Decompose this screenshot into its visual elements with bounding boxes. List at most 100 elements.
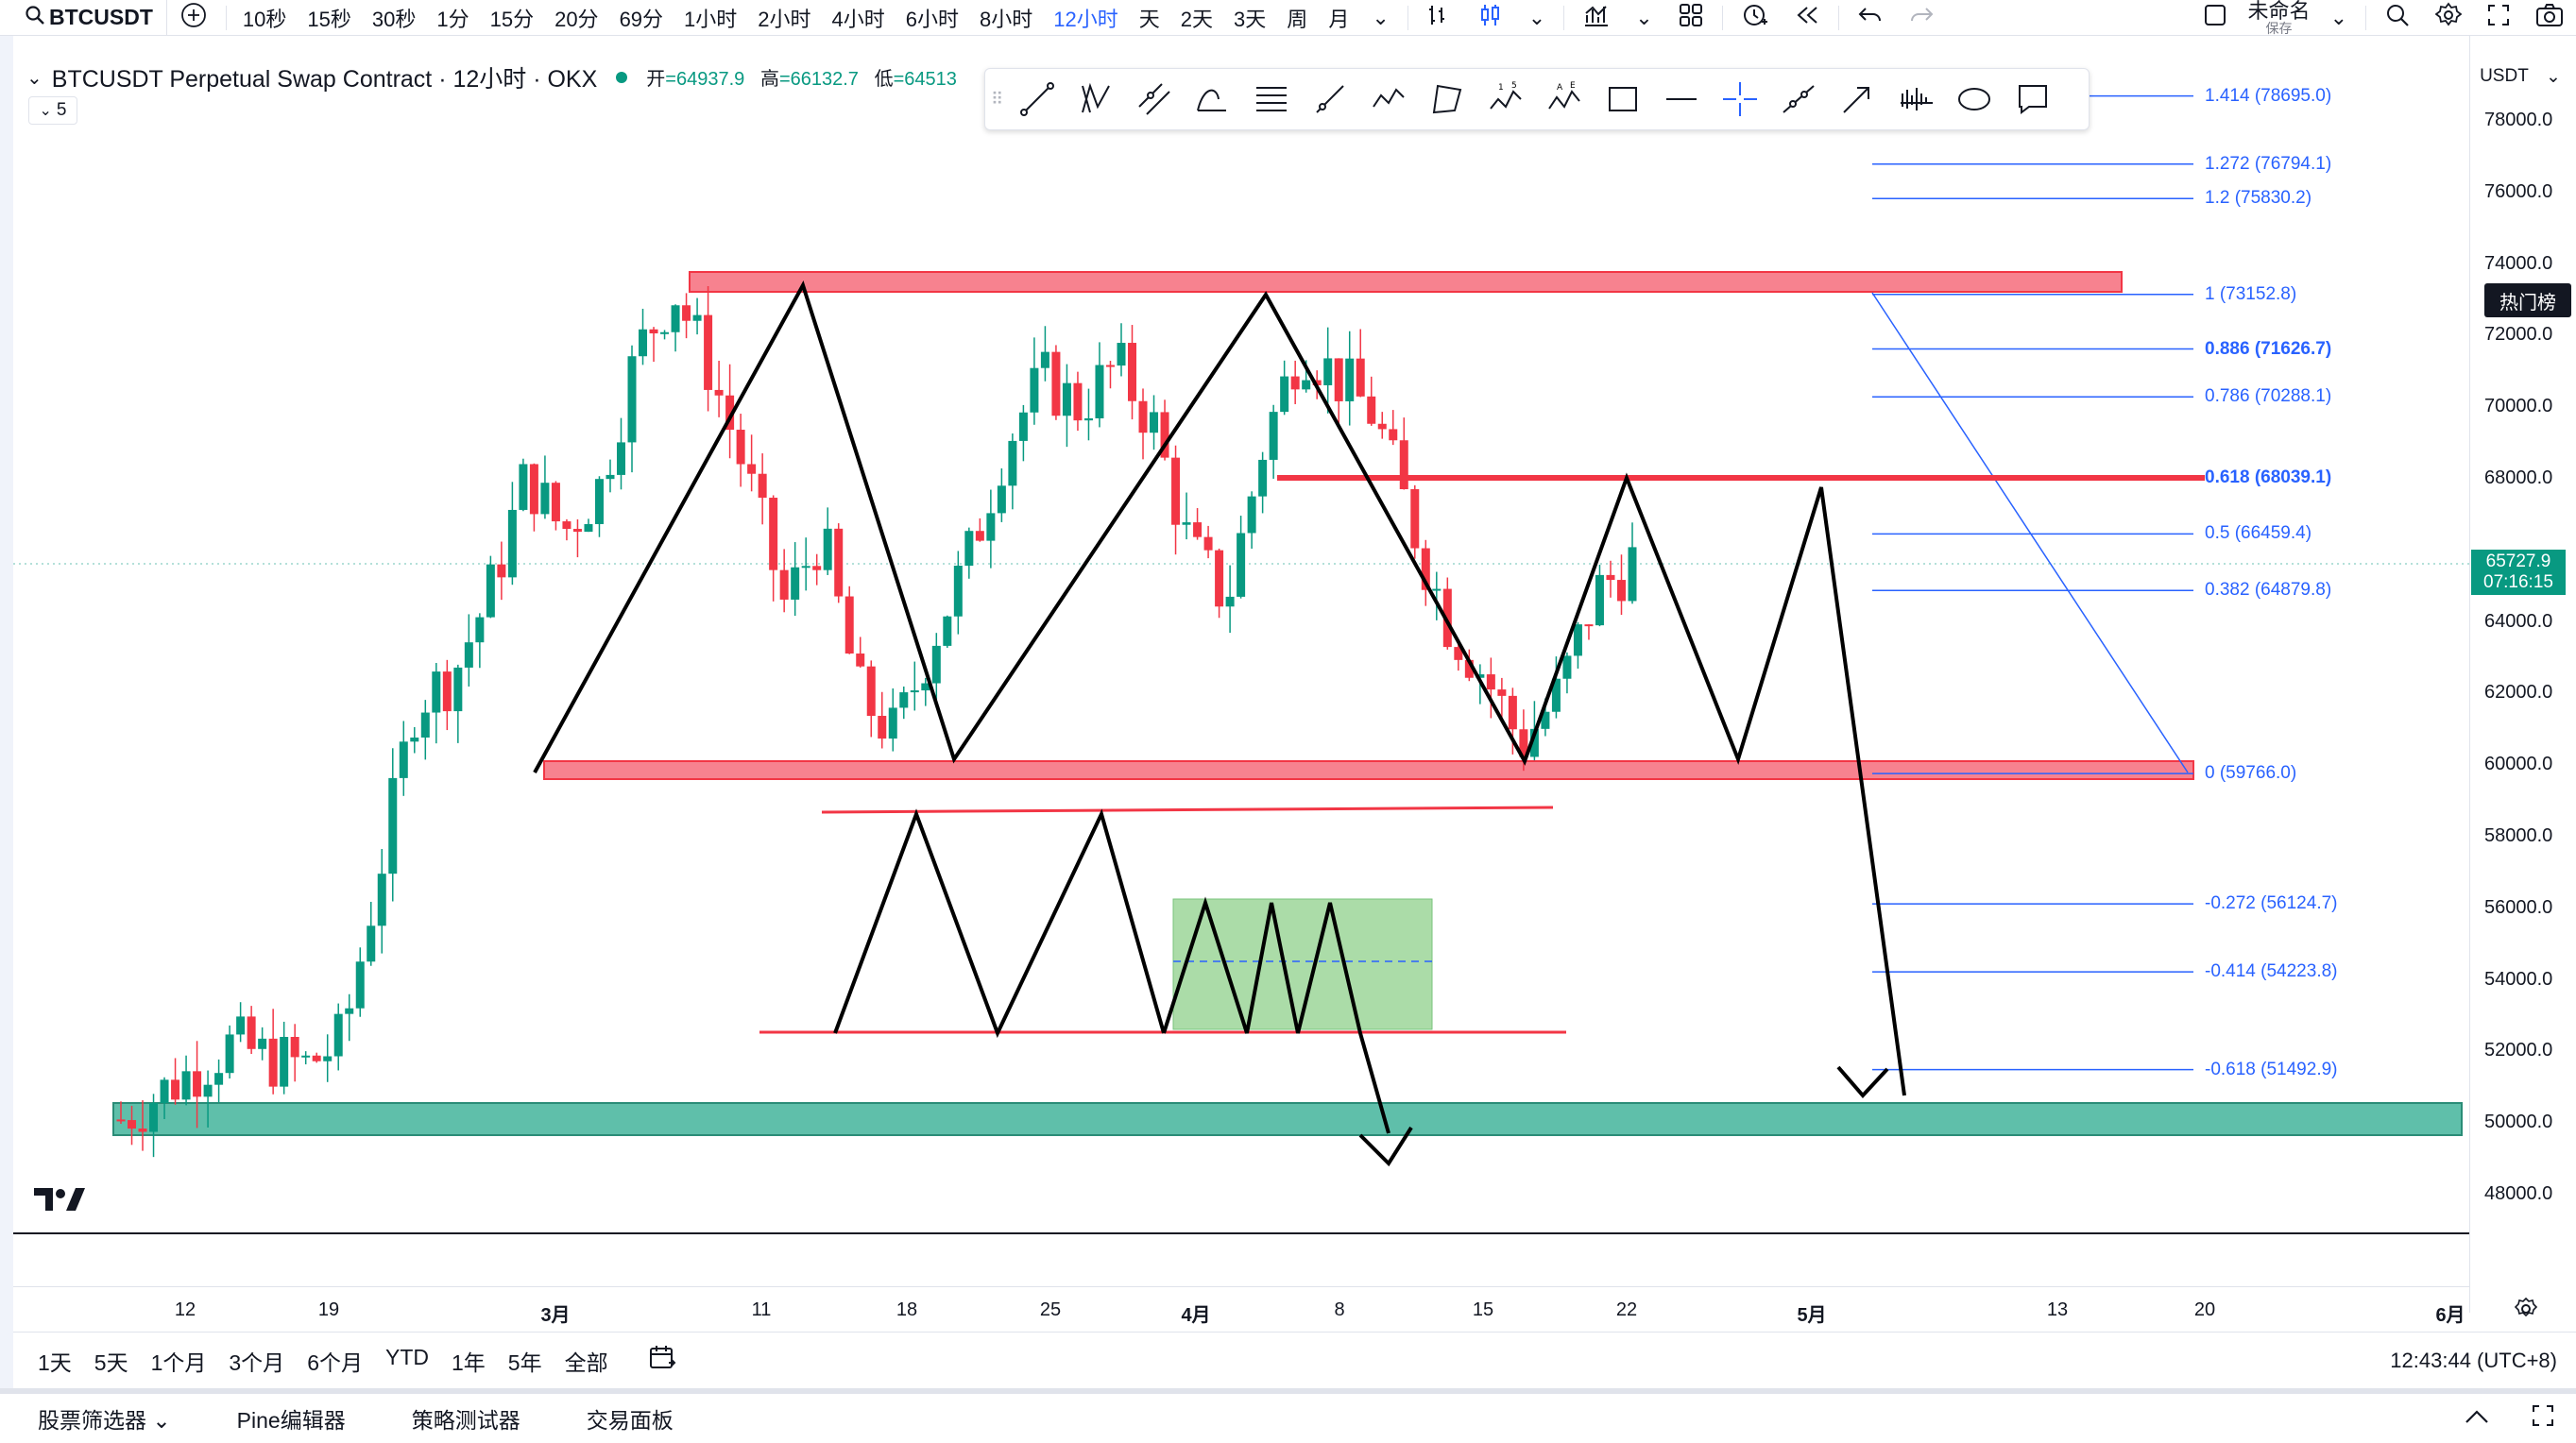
price-scale[interactable] <box>2469 36 2576 1313</box>
add-symbol-button[interactable] <box>167 0 220 35</box>
candle-body <box>1410 489 1420 549</box>
range-button-2[interactable]: 1个月 <box>150 1350 207 1375</box>
bar-style-button[interactable] <box>1414 0 1465 35</box>
candle-body <box>214 1073 224 1085</box>
range-button-6[interactable]: 1年 <box>451 1350 486 1375</box>
indicators-button[interactable] <box>1570 0 1623 35</box>
candle-body <box>367 925 376 962</box>
undo-button[interactable] <box>1845 0 1896 35</box>
interval-list: 10秒 15秒 30秒 1分 15分 20分 69分 1小时 2小时 4小时 6小时 8小时 12小时天… <box>232 0 1359 35</box>
fibonacci-retracement[interactable] <box>1872 94 2205 1071</box>
interval-5[interactable]: 20分 <box>554 7 599 31</box>
rectangle-tool[interactable] <box>1597 74 1648 125</box>
zigzag-tool[interactable] <box>1363 74 1414 125</box>
range-button-4[interactable]: 6个月 <box>307 1350 363 1375</box>
range-button-7[interactable]: 5年 <box>507 1350 542 1375</box>
indicators-dropdown[interactable]: ⌄ <box>1623 0 1664 35</box>
fullscreen-layout-button[interactable] <box>2190 0 2241 35</box>
interval-16[interactable]: 周 <box>1287 7 1308 31</box>
indicator-count: 5 <box>56 100 67 120</box>
bottom-tab-3[interactable]: 交易面板 <box>586 1408 674 1433</box>
hot-list-button[interactable]: 热门榜 <box>2484 283 2571 317</box>
box-zigzag[interactable] <box>1162 896 1390 1134</box>
interval-0[interactable]: 10秒 <box>242 7 287 31</box>
interval-14[interactable]: 2天 <box>1180 7 1214 31</box>
interval-6[interactable]: 69分 <box>619 7 664 31</box>
interval-9[interactable]: 4小时 <box>831 7 885 31</box>
ellipse-tool[interactable] <box>1949 74 2000 125</box>
templates-button[interactable] <box>1665 0 1716 35</box>
range-button-0[interactable]: 1天 <box>38 1350 72 1375</box>
crosshair-tool[interactable] <box>1714 74 1766 125</box>
redo-button[interactable] <box>1896 0 1947 35</box>
collapse-panel-button[interactable] <box>2444 1406 2510 1432</box>
indicators-collapse-button[interactable]: ⌄ 5 <box>28 96 77 125</box>
interval-8[interactable]: 2小时 <box>758 7 811 31</box>
axis-settings-button[interactable] <box>2513 1296 2539 1327</box>
settings-button[interactable] <box>2423 0 2474 35</box>
trend-line-tool[interactable] <box>1012 74 1063 125</box>
range-button-8[interactable]: 全部 <box>564 1350 608 1375</box>
fullscreen-button[interactable] <box>2474 0 2523 35</box>
range-button-5[interactable]: YTD <box>384 1344 429 1369</box>
upper-range-line[interactable] <box>821 806 1554 814</box>
demand-zone[interactable] <box>112 1102 2463 1136</box>
interval-dropdown-button[interactable]: ⌄ <box>1359 0 1401 35</box>
candle-body <box>1454 647 1463 660</box>
interval-10[interactable]: 6小时 <box>905 7 960 31</box>
interval-3[interactable]: 1分 <box>436 7 469 31</box>
layout-dropdown[interactable]: ⌄ <box>2318 0 2360 35</box>
interval-17[interactable]: 月 <box>1328 7 1350 31</box>
parallel-channel-tool[interactable] <box>1129 74 1180 125</box>
chevron-down-icon[interactable]: ⌄ <box>26 67 43 89</box>
interval-2[interactable]: 30秒 <box>371 7 417 31</box>
fib-retracement-tool[interactable] <box>1246 74 1297 125</box>
currency-selector[interactable]: USDT ⌄ <box>2471 60 2569 93</box>
volume-profile-tool[interactable] <box>1890 74 1941 125</box>
interval-13[interactable]: 天 <box>1138 7 1160 31</box>
fib-trend-line[interactable] <box>1871 292 2189 773</box>
polygon-tool[interactable] <box>1422 74 1473 125</box>
support-zone[interactable] <box>543 760 2194 780</box>
lower-range-zigzag[interactable] <box>833 808 1166 1039</box>
interval-11[interactable]: 8小时 <box>980 7 1033 31</box>
timezone-clock[interactable]: 12:43:44 (UTC+8) <box>2390 1348 2557 1372</box>
price-tick-label: 72000.0 <box>2484 324 2553 346</box>
bottom-tab-2[interactable]: 策略测试器 <box>411 1408 520 1433</box>
main-pattern-zigzag[interactable] <box>533 280 1906 1096</box>
layout-save-button[interactable]: 未命名 保存 <box>2241 0 2318 35</box>
bottom-tab-0[interactable]: 股票筛选器 ⌄ <box>38 1408 171 1433</box>
legend-title: BTCUSDT Perpetual Swap Contract · 12小时 ·… <box>51 66 598 93</box>
interval-1[interactable]: 15秒 <box>307 7 351 31</box>
time-axis[interactable] <box>13 1286 2469 1332</box>
curve-tool[interactable] <box>1187 74 1238 125</box>
replay-button[interactable] <box>1782 0 1833 35</box>
alert-button[interactable] <box>1729 0 1782 35</box>
arrow-tool[interactable] <box>1832 74 1883 125</box>
bottom-tab-1[interactable]: Pine编辑器 <box>236 1408 346 1433</box>
screenshot-button[interactable] <box>2523 0 2576 35</box>
interval-15[interactable]: 3天 <box>1234 7 1267 31</box>
interval-12[interactable]: 12小时 <box>1053 7 1118 31</box>
horizontal-line-tool[interactable] <box>1656 74 1707 125</box>
interval-4[interactable]: 15分 <box>489 7 535 31</box>
resistance-zone[interactable] <box>689 271 2123 293</box>
range-button-1[interactable]: 5天 <box>94 1350 128 1375</box>
candle-body <box>138 1129 147 1132</box>
chart-type-dropdown[interactable]: ⌄ <box>1516 0 1558 35</box>
drag-handle-icon[interactable]: ⠿ <box>991 89 1004 109</box>
quick-search-button[interactable] <box>2372 0 2423 35</box>
extended-line-tool[interactable] <box>1773 74 1824 125</box>
candles-style-button[interactable] <box>1465 0 1516 35</box>
interval-7[interactable]: 1小时 <box>684 7 738 31</box>
callout-tool[interactable] <box>2007 74 2058 125</box>
date-range-button[interactable] <box>648 1344 678 1378</box>
ray-tool[interactable] <box>1305 74 1356 125</box>
pitchfork-tool[interactable] <box>1070 74 1121 125</box>
maximize-panel-button[interactable] <box>2510 1403 2576 1434</box>
symbol-search[interactable]: BTCUSDT <box>0 0 167 35</box>
range-button-3[interactable]: 3个月 <box>229 1350 285 1375</box>
